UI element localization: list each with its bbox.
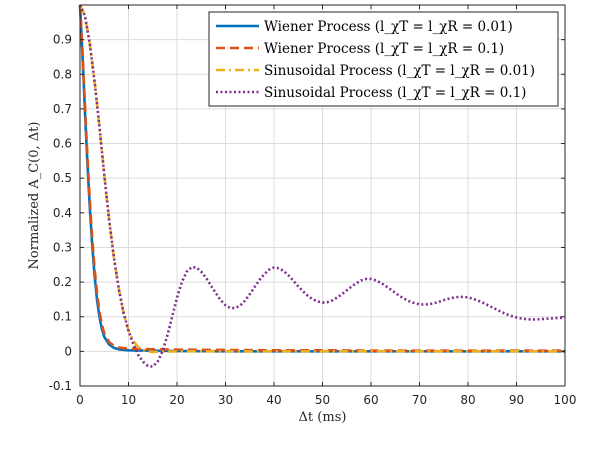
legend-box [208,11,559,107]
x-tick-labels: 0 10 20 30 40 50 60 70 80 90 100 [76,393,576,407]
y-tick-label: -0.1 [49,379,72,393]
series-lines [78,4,565,368]
axis-ticks [79,5,566,387]
y-tick-label: 0.9 [53,33,72,47]
y-tick-label: 0.7 [53,102,72,116]
x-tick-label: 60 [363,393,378,407]
y-tick-label: 0.3 [53,240,72,254]
x-tick-label: 90 [509,393,524,407]
x-tick-label: 100 [554,393,577,407]
y-tick-label: 0.6 [53,137,72,151]
x-tick-label: 80 [460,393,475,407]
x-axis-label: Δt (ms) [299,410,347,425]
y-tick-label: 0.5 [53,171,72,185]
y-tick-label: 0.2 [53,275,72,289]
y-tick-label: 0.1 [53,310,72,324]
x-tick-label: 10 [121,393,136,407]
y-tick-label: 0.8 [53,67,72,81]
y-tick-labels: -0.1 0 0.1 0.2 0.3 0.4 0.5 0.6 0.7 0.8 0.9 [49,33,72,393]
x-tick-label: 30 [218,393,233,407]
y-tick-label: 0.4 [53,206,72,220]
legend-label: Sinusoidal Process (l_χT = l_χR = 0.1) [264,85,526,101]
series-line [78,4,565,354]
legend-label: Sinusoidal Process (l_χT = l_χR = 0.01) [264,63,535,79]
legend: Wiener Process (l_χT = l_χR = 0.01) Wiene… [208,11,559,107]
y-axis-label: Normalized A_C(0, Δt) [27,122,42,270]
x-tick-label: 0 [76,393,84,407]
legend-label: Wiener Process (l_χT = l_χR = 0.1) [264,41,504,57]
x-tick-label: 40 [266,393,281,407]
x-tick-label: 50 [315,393,330,407]
x-tick-label: 20 [169,393,184,407]
series-line [78,4,565,368]
y-tick-label: 0 [64,344,72,358]
x-tick-label: 70 [412,393,427,407]
legend-label: Wiener Process (l_χT = l_χR = 0.01) [264,19,513,35]
